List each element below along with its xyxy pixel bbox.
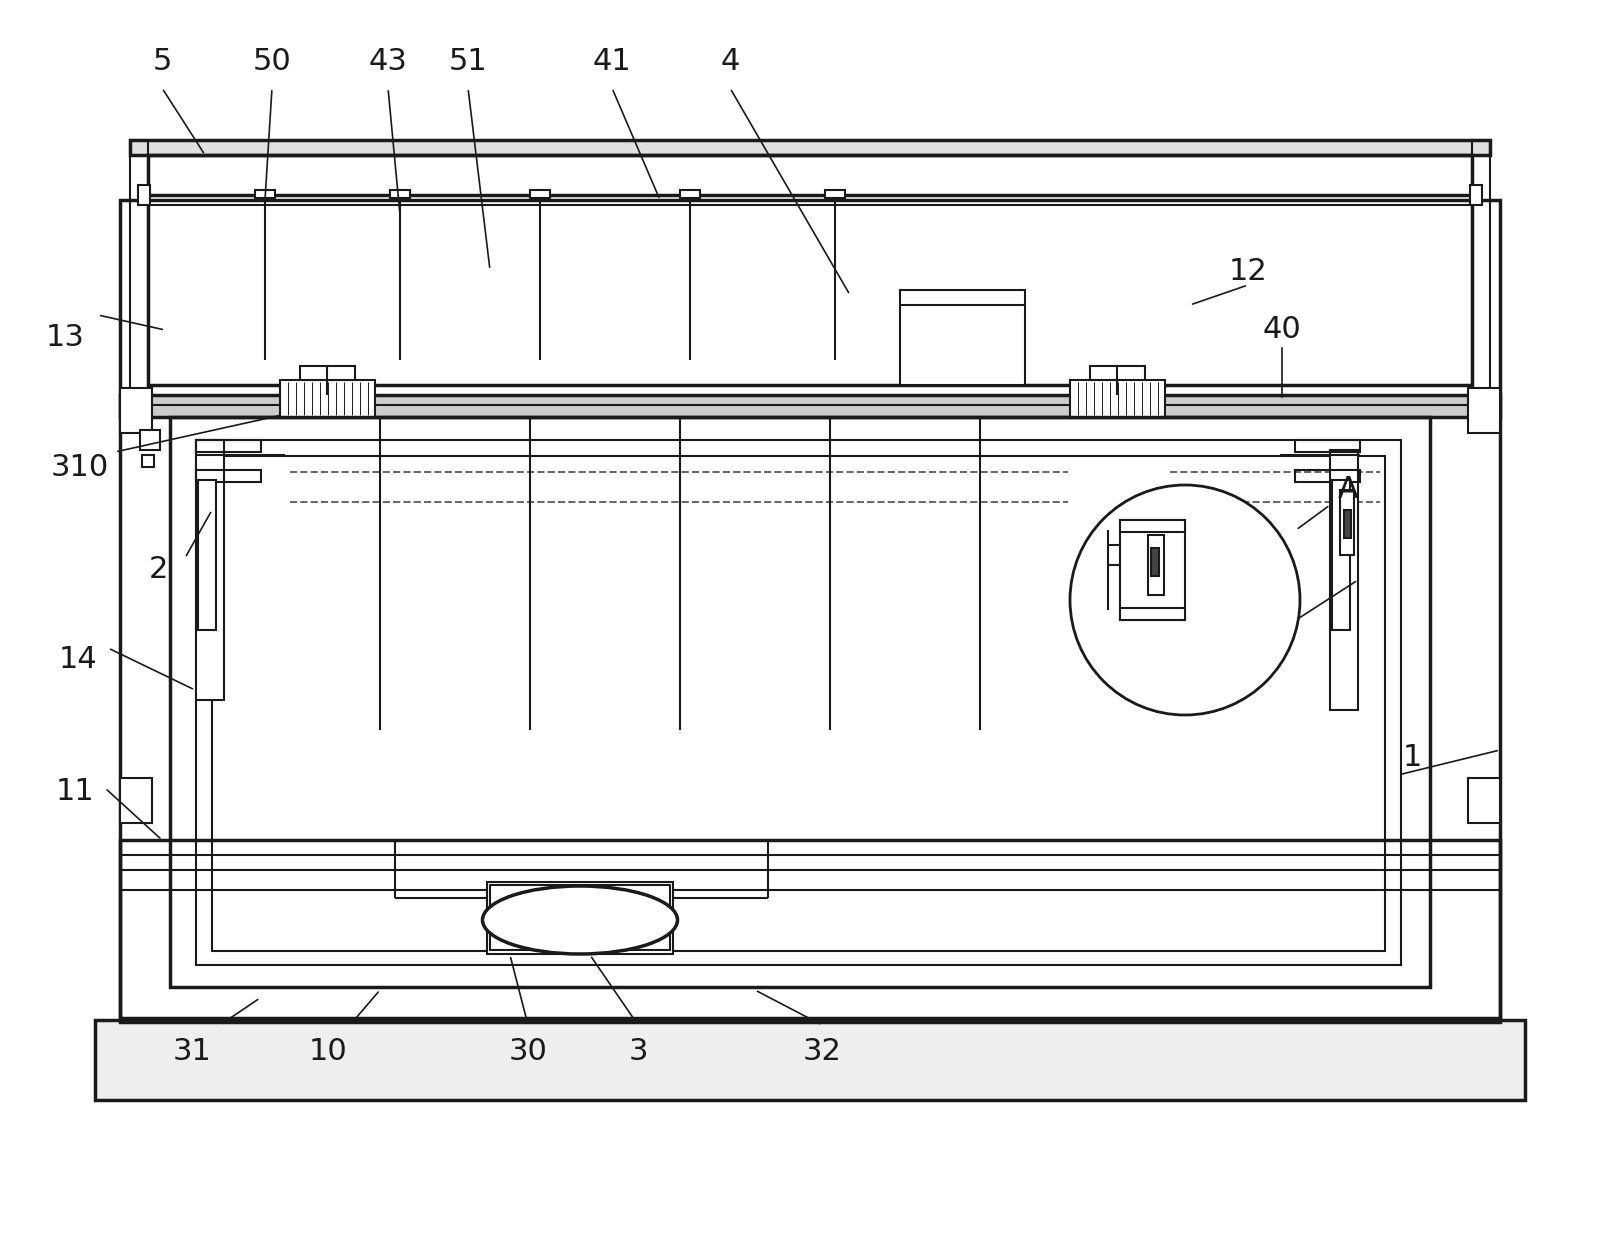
Text: 5: 5 <box>152 47 172 77</box>
Text: 3: 3 <box>629 1038 648 1066</box>
Bar <box>1069 379 1165 418</box>
Bar <box>901 290 1025 384</box>
Text: 11: 11 <box>55 777 94 806</box>
Bar <box>530 190 551 198</box>
Bar <box>143 455 154 467</box>
Bar <box>489 885 671 950</box>
Bar <box>1090 366 1145 379</box>
Text: 40: 40 <box>1262 315 1301 345</box>
Bar <box>280 379 374 418</box>
Text: 13: 13 <box>45 324 84 352</box>
Bar <box>212 456 1385 951</box>
Bar <box>1469 185 1482 205</box>
Bar <box>1294 440 1361 453</box>
Bar <box>196 470 261 482</box>
Bar <box>1119 520 1184 532</box>
Bar <box>198 480 215 630</box>
Bar <box>825 190 846 198</box>
Bar <box>1119 608 1184 620</box>
Text: 32: 32 <box>802 1038 841 1066</box>
Text: 51: 51 <box>449 47 488 77</box>
Bar <box>390 190 410 198</box>
Bar <box>170 417 1430 987</box>
Text: 43: 43 <box>369 47 408 77</box>
Bar <box>120 396 1500 417</box>
Bar <box>120 388 152 433</box>
Bar <box>1149 534 1165 595</box>
Text: 15: 15 <box>1243 614 1281 642</box>
Text: A: A <box>1338 475 1359 505</box>
Bar <box>1473 140 1490 415</box>
Text: 4: 4 <box>721 47 740 77</box>
Bar <box>1340 490 1354 556</box>
Bar <box>196 440 1401 965</box>
Bar <box>120 200 1500 1021</box>
Bar <box>1330 450 1358 711</box>
Bar <box>138 185 151 205</box>
Ellipse shape <box>483 887 677 954</box>
Bar <box>300 366 355 379</box>
Text: 12: 12 <box>1228 258 1267 286</box>
Bar <box>1119 520 1184 620</box>
Bar <box>130 140 147 415</box>
Bar <box>254 190 275 198</box>
Text: 14: 14 <box>58 646 97 675</box>
Bar <box>1332 480 1349 630</box>
Text: 41: 41 <box>593 47 632 77</box>
Bar <box>120 839 1500 1022</box>
Bar <box>196 440 224 701</box>
Bar <box>1294 470 1361 482</box>
Text: 310: 310 <box>50 454 109 482</box>
Bar <box>1345 510 1351 538</box>
Bar <box>1468 388 1500 433</box>
Circle shape <box>1069 485 1299 715</box>
Text: 1: 1 <box>1403 744 1422 773</box>
Text: 2: 2 <box>149 556 168 584</box>
Text: 31: 31 <box>173 1038 212 1066</box>
Bar <box>120 777 152 823</box>
Bar <box>196 440 261 453</box>
Text: 30: 30 <box>509 1038 548 1066</box>
Bar <box>147 155 1473 384</box>
Bar <box>1468 777 1500 823</box>
Bar <box>680 190 700 198</box>
Bar <box>139 430 160 450</box>
Text: 10: 10 <box>309 1038 347 1066</box>
Bar <box>488 882 672 954</box>
Bar <box>130 140 1490 155</box>
Bar <box>1150 548 1158 577</box>
Text: 50: 50 <box>253 47 292 77</box>
Bar <box>96 1021 1524 1100</box>
